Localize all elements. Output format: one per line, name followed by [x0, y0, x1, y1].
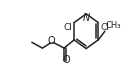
- Text: O: O: [48, 36, 55, 46]
- Text: N: N: [83, 13, 90, 23]
- Text: CH₃: CH₃: [105, 21, 121, 30]
- Text: Cl: Cl: [100, 23, 109, 32]
- Text: Cl: Cl: [64, 23, 73, 32]
- Text: O: O: [63, 55, 70, 65]
